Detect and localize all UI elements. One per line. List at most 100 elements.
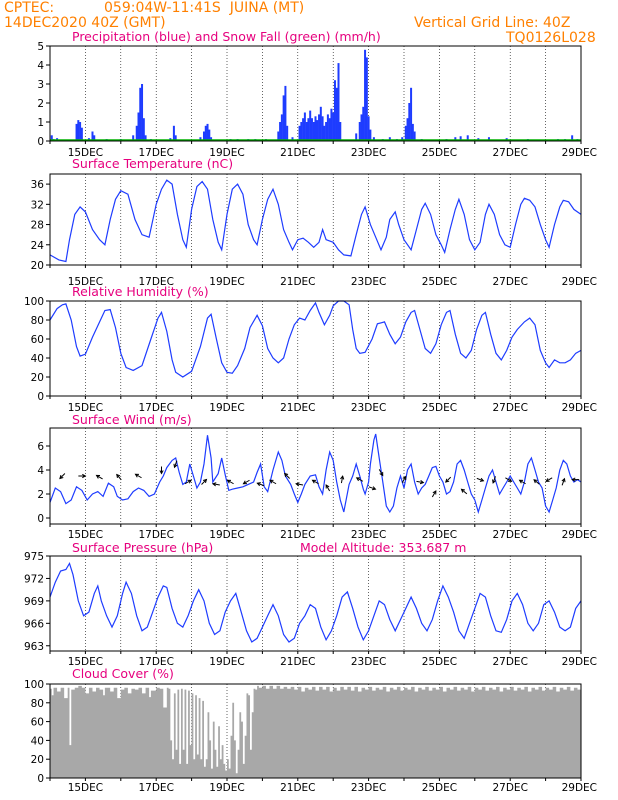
x-tick-label: 17DEC [138,276,173,288]
header-run: 14DEC2020 40Z (GMT) [4,15,166,31]
x-tick-label: 23DEC [351,656,386,668]
wind-arrow [561,478,565,486]
panel-title: Precipitation (blue) and Snow Fall (gree… [72,29,381,44]
x-tick-label: 15DEC [68,782,103,794]
wind-arrow-head [325,484,330,489]
precip-bar [316,120,319,141]
precip-bar [339,122,342,141]
precip-bar [137,112,140,141]
precip-bar [571,135,574,141]
y-tick-label: 972 [24,573,44,585]
precip-bar [411,123,414,141]
wind-arrow-head [545,478,550,482]
wind-arrow [416,480,424,484]
y-tick-label: 100 [24,679,44,691]
wind-arrow [296,483,304,486]
wind-arrow-head [402,475,407,481]
precip-bar [408,103,411,141]
precip-bar [454,137,457,141]
precip-bar [369,129,372,141]
panel-frame [49,427,582,525]
precip-bar [466,135,469,141]
wind-arrow-head [518,479,524,484]
precip-bar [144,135,147,141]
y-tick-label: 28 [31,220,44,232]
x-tick-label: 19DEC [209,402,244,414]
y-tick-label: 32 [31,199,44,211]
wind-arrow-head [242,480,247,485]
header-source: CPTEC: [4,0,55,16]
y-tick-label: 20 [31,260,44,272]
x-tick-label: 21DEC [280,147,315,159]
wind-arrow [368,486,376,490]
wind-arrow [212,483,220,486]
precip-bar [362,106,365,141]
x-tick-label: 21DEC [280,782,315,794]
wind-arrow [340,476,344,484]
y-tick-label: 4 [37,465,44,477]
wind-arrow [269,479,277,485]
wind-arrow-head [295,482,300,487]
x-tick-label: 29DEC [562,402,597,414]
y-tick-label: 0 [37,136,44,148]
wind-arrow-head [419,480,425,485]
precip-bar [323,125,326,141]
precip-bar [332,112,335,141]
x-tick-label: 27DEC [492,529,527,541]
panel-frame [49,555,582,652]
y-tick-label: 3 [37,79,44,91]
x-tick-label: 19DEC [209,656,244,668]
wind-arrow-head [507,478,513,482]
series-line [49,433,582,515]
wind-arrow-head [269,479,274,484]
wind-arrow-head [533,479,538,484]
y-tick-label: 0 [37,513,44,525]
precip-bar [307,118,310,141]
x-tick-label: 17DEC [138,402,173,414]
wind-arrow [545,477,553,482]
x-tick-label: 23DEC [351,276,386,288]
wind-arrow [312,479,319,485]
panel-frame [49,683,582,779]
x-tick-label: 19DEC [209,529,244,541]
precip-bar [328,118,331,141]
y-tick-label: 20 [31,372,44,384]
wind-arrow [492,476,496,484]
precip-bar [172,125,175,141]
y-tick-label: 969 [24,596,44,608]
precip-bar [372,137,375,141]
precip-bar [365,57,368,141]
y-tick-label: 36 [31,179,45,191]
x-tick-label: 25DEC [422,656,457,668]
panel-title: Relative Humidity (%) [72,284,209,299]
wind-arrow-head [445,478,450,483]
wind-arrow [284,473,291,479]
precip-bar [303,112,306,141]
precip-bar [279,122,282,141]
wind-arrow-head [311,479,316,484]
precip-bar [93,135,96,141]
x-tick-label: 17DEC [138,782,173,794]
x-tick-label: 25DEC [422,529,457,541]
precip-bar [280,114,283,141]
x-tick-label: 17DEC [138,147,173,159]
wind-arrow-head [211,482,217,487]
y-tick-label: 100 [24,296,44,308]
wind-arrow [445,476,452,483]
y-tick-label: 40 [31,353,44,365]
y-tick-label: 24 [31,240,45,252]
precip-bar [305,122,308,141]
y-tick-label: 80 [31,315,44,327]
x-tick-label: 21DEC [280,656,315,668]
precip-bar [410,87,413,141]
wind-arrow-head [371,486,377,491]
precip-bar [80,127,83,141]
x-tick-label: 25DEC [422,782,457,794]
precip-bar [300,122,303,141]
y-tick-label: 6 [37,441,44,453]
panel-frame [49,173,582,266]
precip-bar [141,84,144,141]
x-tick-label: 27DEC [492,782,527,794]
precip-bar [75,123,78,141]
